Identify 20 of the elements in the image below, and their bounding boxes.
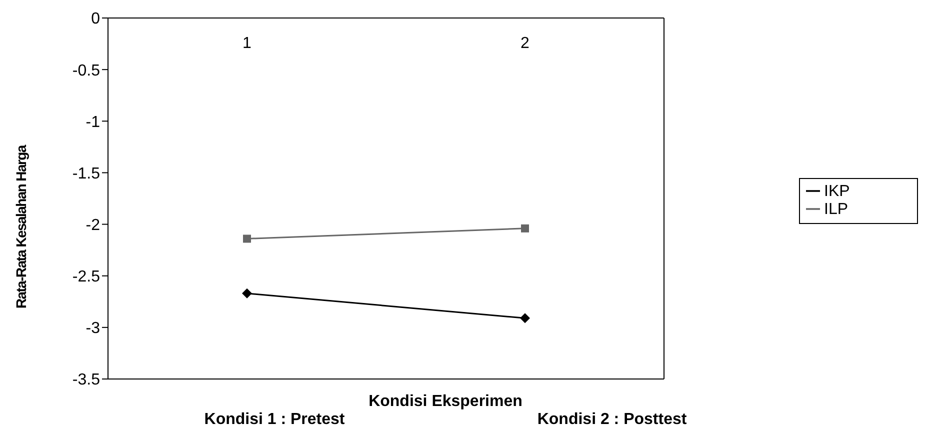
point [521, 224, 529, 232]
y-tick-label: -1.5 [72, 165, 100, 182]
legend-label: ILP [824, 200, 848, 218]
y-axis-title: Rata-Rata Kesalahan Harga [12, 144, 29, 308]
y-tick-label: -2.5 [72, 268, 100, 286]
y-tick-label: 0 [91, 10, 100, 28]
text: Kondisi 2 : Posttest [537, 411, 687, 429]
y-tick-label: -3 [86, 320, 100, 338]
point [242, 288, 252, 298]
y-tick-label: -2 [86, 216, 100, 234]
point [520, 313, 530, 324]
x-tick-label: 2 [520, 35, 530, 52]
y-tick-label: -1 [86, 114, 100, 131]
point [243, 234, 251, 243]
x-tick-label: 1 [242, 35, 252, 52]
text: Kondisi 1 : Pretest [204, 411, 345, 429]
x-axis-title: Kondisi Eksperimen [368, 393, 524, 411]
legend-label: IKP [824, 182, 850, 200]
y-tick-label: -0.5 [72, 62, 100, 80]
y-tick-label: -3.5 [72, 372, 100, 389]
